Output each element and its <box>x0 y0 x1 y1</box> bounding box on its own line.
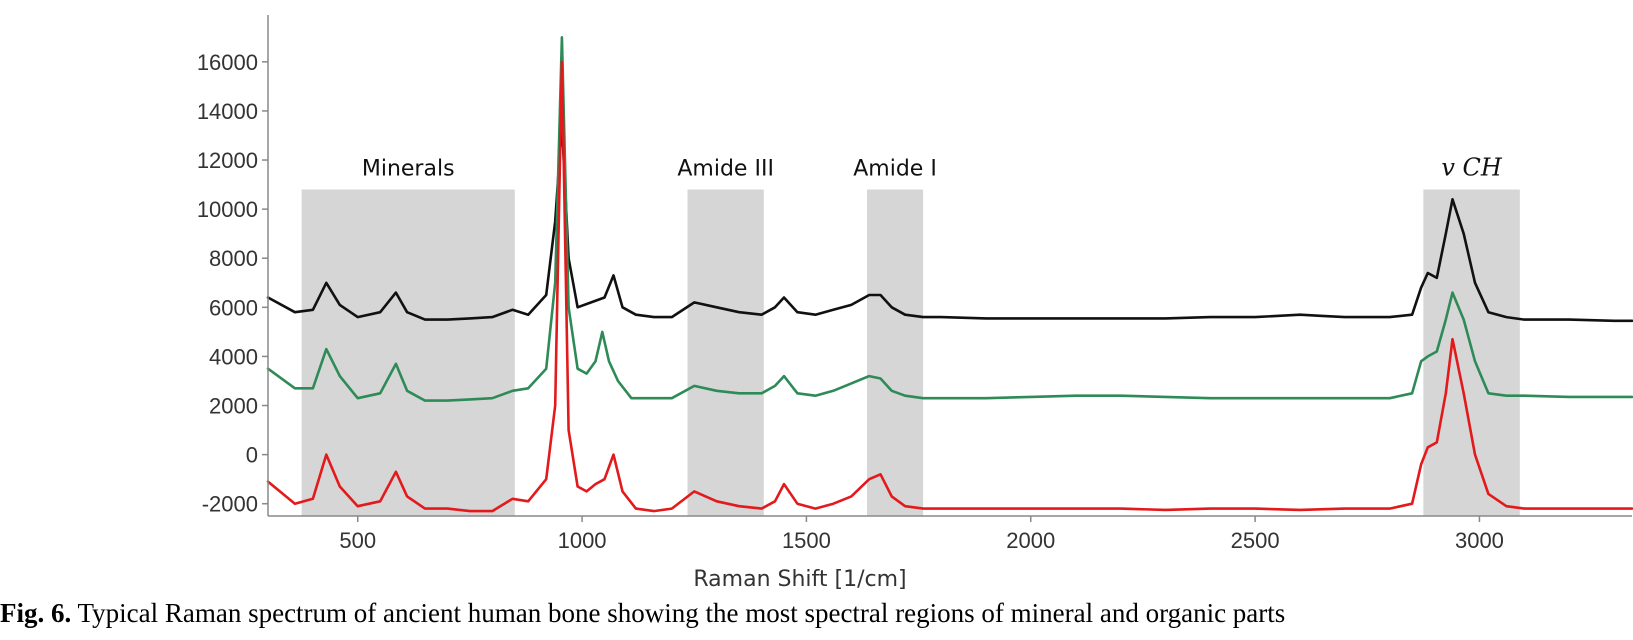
x-axis-title: Raman Shift [1/cm] <box>693 567 906 592</box>
caption-text: Typical Raman spectrum of ancient human … <box>77 598 1286 628</box>
x-tick-label: 500 <box>339 528 376 553</box>
y-tick-label: 8000 <box>209 246 258 271</box>
region-band-2 <box>866 189 924 517</box>
region-label-1: Amide III <box>677 156 774 181</box>
y-tick-label: 4000 <box>209 344 258 369</box>
raman-spectrum-chart: 16000 14000 12000 10000 8000 6000 4000 2000 0 -20… <box>197 15 1633 592</box>
spectrum-line-1 <box>266 35 1633 402</box>
spectrum-line-2 <box>266 60 1633 513</box>
y-tick-label: 12000 <box>197 148 258 173</box>
y-tick-label: -2000 <box>202 492 258 517</box>
region-labels: Minerals Amide III Amide I v CH <box>362 153 1503 181</box>
figure-caption: Fig. 6. Typical Raman spectrum of ancien… <box>0 596 1633 640</box>
x-tick-label: 3000 <box>1455 528 1504 553</box>
x-tick-label: 1000 <box>558 528 607 553</box>
region-band-1 <box>687 189 764 517</box>
axes <box>267 15 1632 517</box>
region-label-0: Minerals <box>362 156 455 181</box>
highlight-regions <box>301 189 1520 517</box>
x-tick-label: 1500 <box>782 528 831 553</box>
y-tick-label: 10000 <box>197 197 258 222</box>
y-tick-label: 14000 <box>197 99 258 124</box>
y-tick-label: 6000 <box>209 295 258 320</box>
spectrum-series <box>266 35 1633 513</box>
y-tick-label: 16000 <box>197 50 258 75</box>
region-band-0 <box>301 189 515 517</box>
spectrum-line-0 <box>266 121 1633 323</box>
x-tick-label: 2000 <box>1006 528 1055 553</box>
y-tick-label: 2000 <box>209 394 258 419</box>
x-axis-ticks: 500 1000 1500 2000 2500 3000 <box>339 516 1504 553</box>
caption-label: Fig. 6. <box>0 598 72 628</box>
y-tick-label: 0 <box>246 443 258 468</box>
x-tick-label: 2500 <box>1231 528 1280 553</box>
region-label-2: Amide I <box>853 156 937 181</box>
region-label-3: v CH <box>1441 153 1503 181</box>
y-axis-ticks: 16000 14000 12000 10000 8000 6000 4000 2000 0 -20… <box>197 50 268 517</box>
